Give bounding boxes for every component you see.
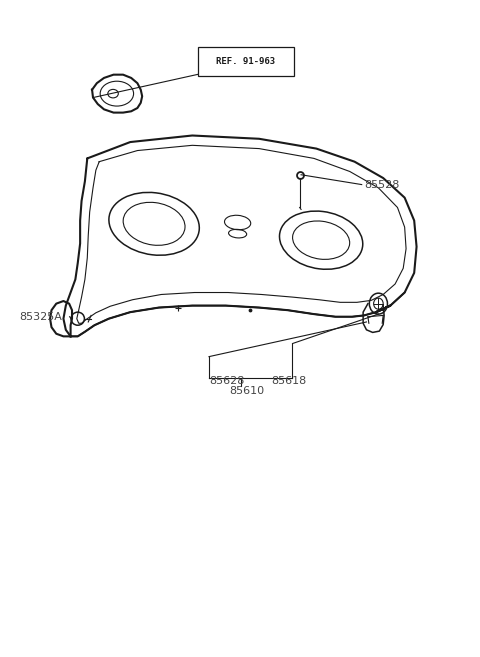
Text: REF. 91-963: REF. 91-963 [216, 57, 276, 66]
Text: 85618: 85618 [271, 376, 306, 386]
Text: 85325A: 85325A [20, 311, 62, 322]
Text: 85610: 85610 [229, 386, 264, 396]
FancyBboxPatch shape [198, 47, 294, 76]
Text: 85528: 85528 [364, 179, 399, 190]
Text: 85628: 85628 [209, 376, 244, 386]
